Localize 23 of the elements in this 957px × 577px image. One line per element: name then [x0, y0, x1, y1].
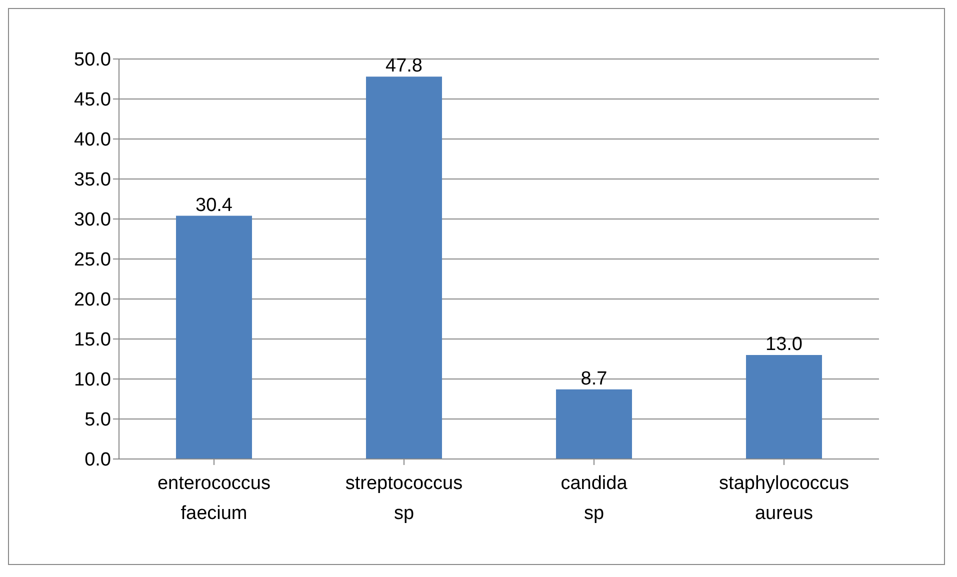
y-tick-label: 0.0: [84, 450, 111, 471]
y-tick-label: 35.0: [74, 170, 111, 191]
bar: [366, 76, 442, 459]
bar: [556, 389, 632, 459]
bar: [176, 216, 252, 459]
data-label: 13.0: [766, 334, 802, 355]
y-tick-label: 50.0: [74, 50, 111, 71]
y-tick-label: 10.0: [74, 370, 111, 391]
data-label: 47.8: [386, 56, 422, 77]
data-label: 30.4: [196, 194, 233, 216]
y-tick-label: 30.0: [74, 210, 111, 231]
x-tick-label: staphylococcus aureus: [719, 473, 849, 524]
y-tick-label: 25.0: [74, 250, 111, 271]
y-tick-label: 5.0: [84, 410, 111, 431]
y-tick-label: 15.0: [74, 330, 111, 351]
x-tick-label: candida sp: [560, 473, 628, 524]
y-tick-label: 20.0: [74, 290, 111, 311]
y-tick-label: 40.0: [74, 130, 111, 151]
y-tick-label: 45.0: [74, 90, 111, 111]
x-tick-label: streptococcus sp: [345, 473, 463, 524]
x-tick-label: enterococcus faecium: [157, 473, 271, 524]
data-label: 8.7: [580, 368, 608, 390]
bar: [746, 355, 822, 459]
